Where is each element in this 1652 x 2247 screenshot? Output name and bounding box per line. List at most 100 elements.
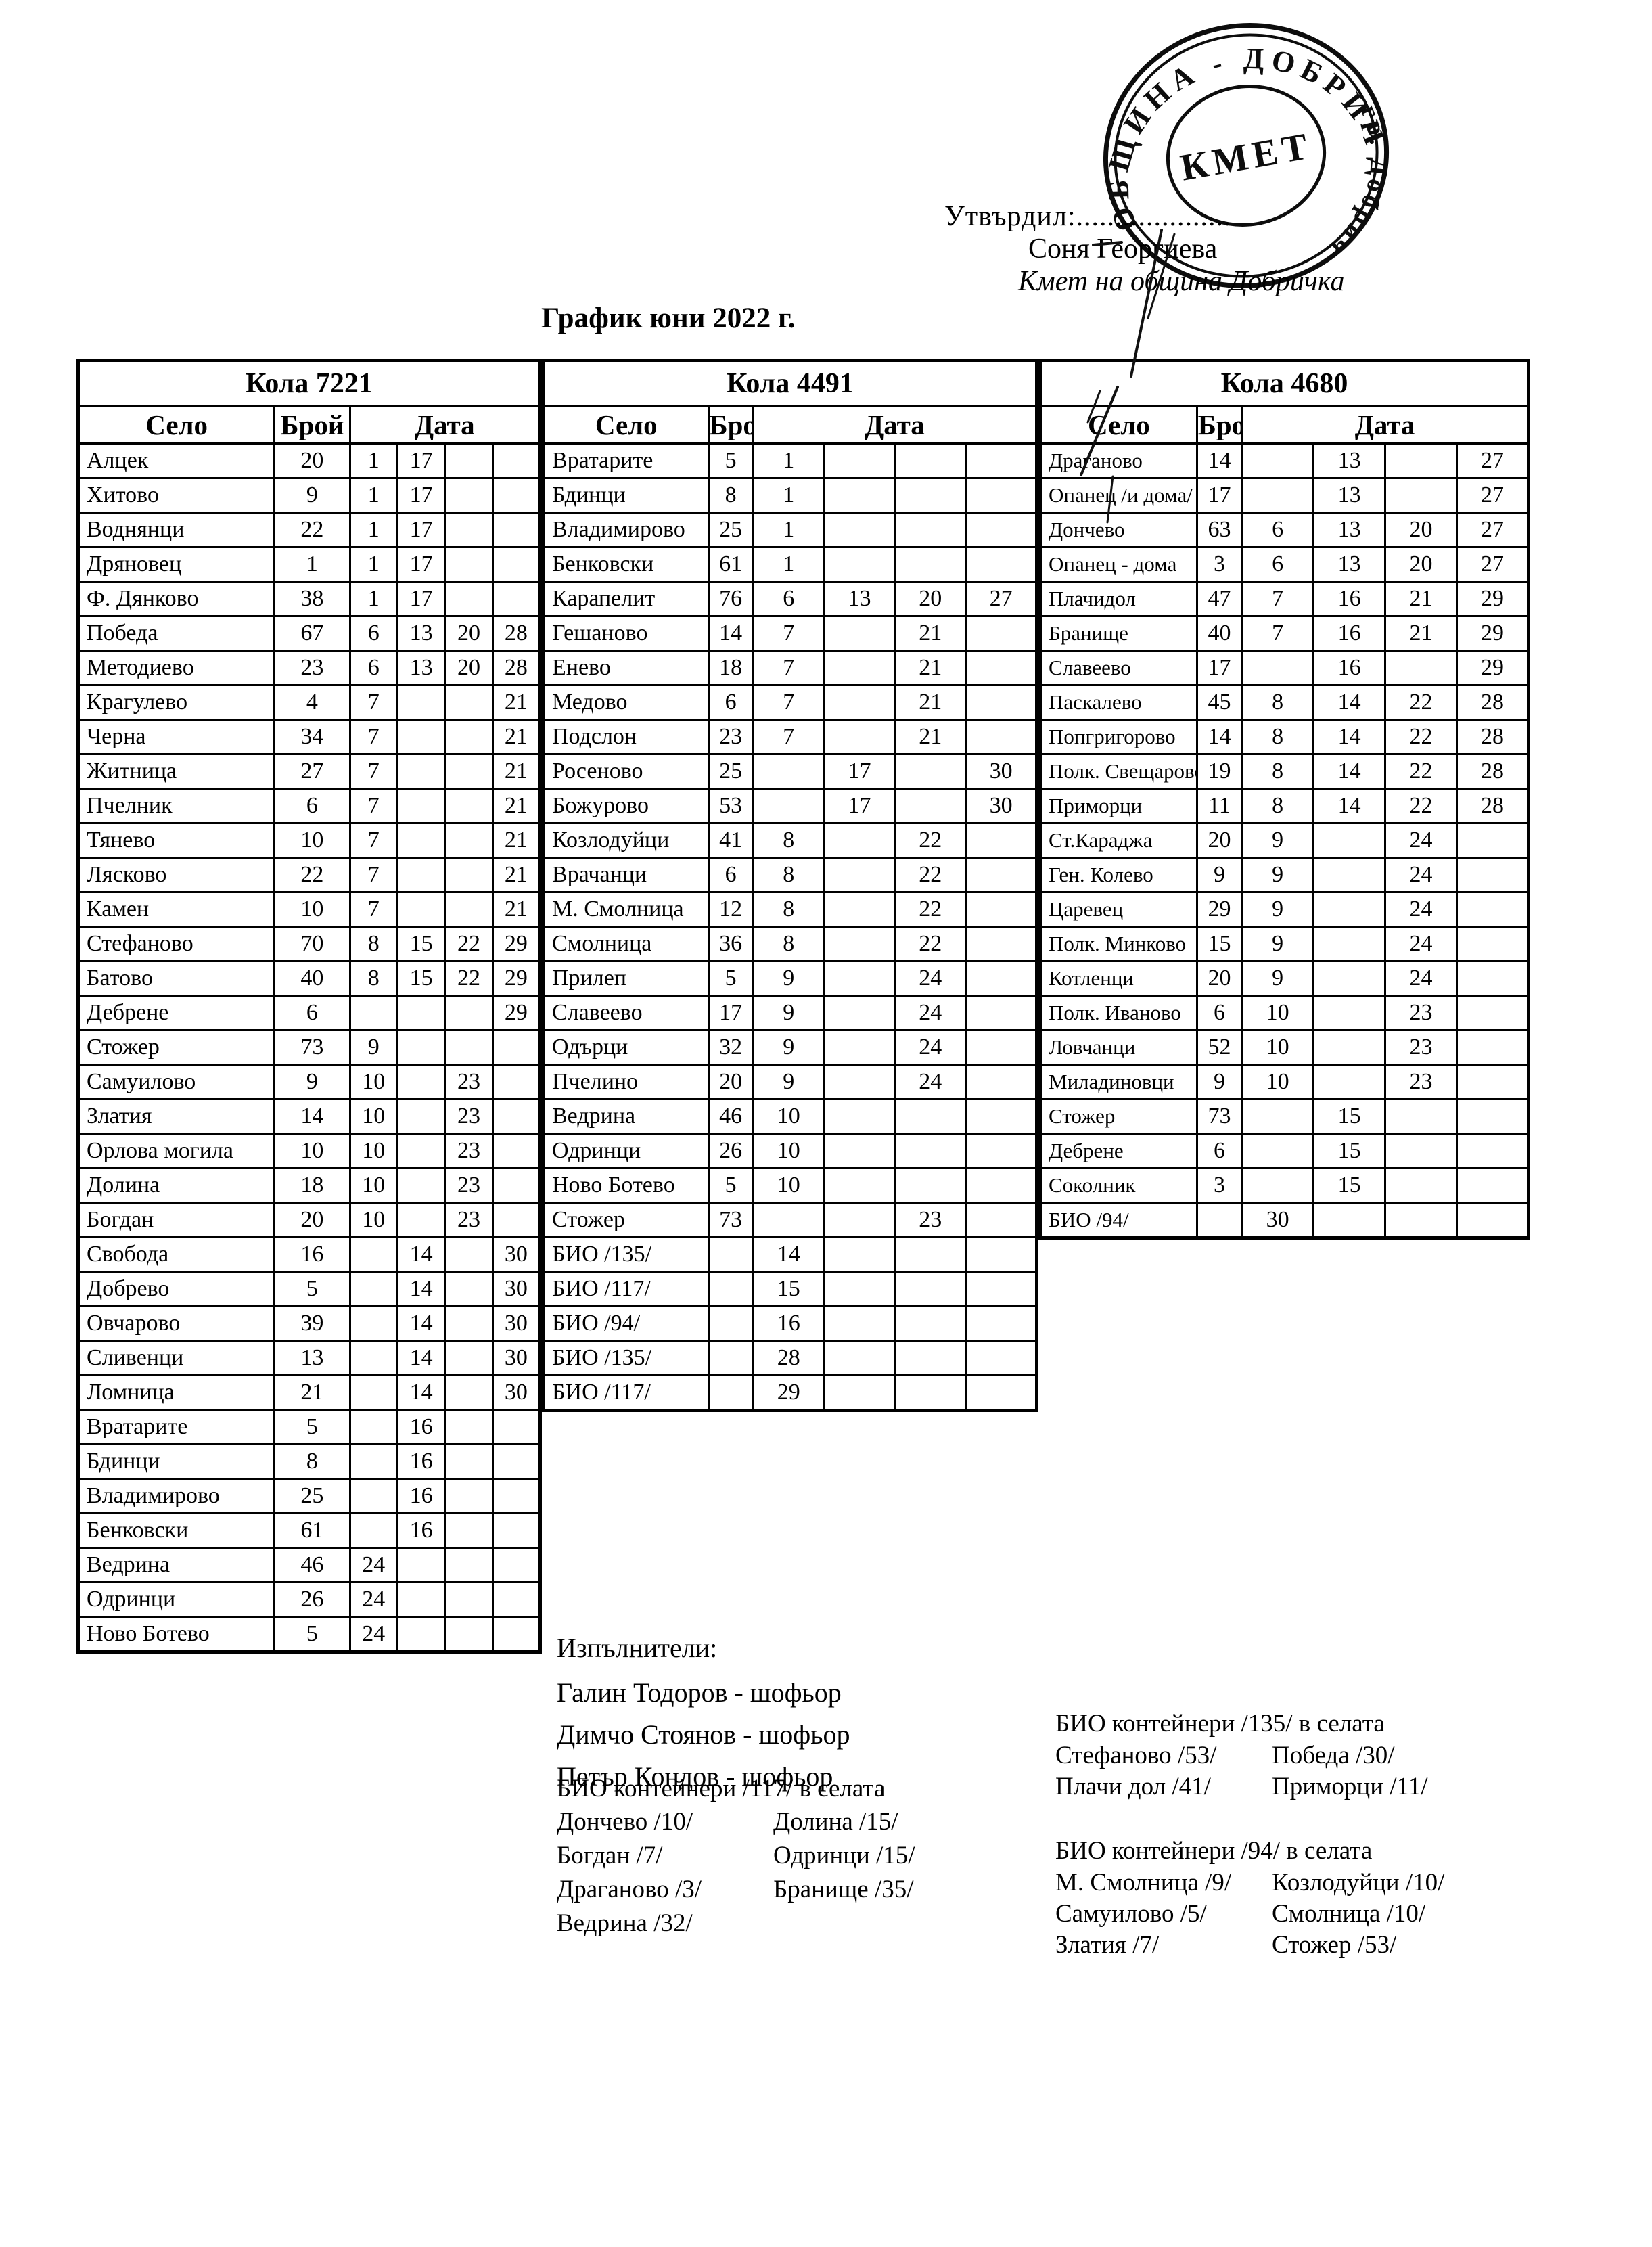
- village-cell: Черна: [76, 719, 276, 755]
- count-cell: 5: [273, 1616, 351, 1653]
- date-cell: [396, 1547, 446, 1583]
- date-cell: [348, 1236, 398, 1273]
- count-cell: 20: [707, 1064, 754, 1100]
- date-cell: [396, 719, 446, 755]
- village-cell: Ловчанци: [1039, 1029, 1198, 1066]
- bio-heading: БИО контейнери /94/ в селата: [1055, 1837, 1373, 1865]
- village-cell: Бдинци: [543, 477, 710, 514]
- table-title: Кола 4680: [1039, 359, 1530, 407]
- table-row: Опанец /и дома/17 13 27: [1039, 477, 1530, 514]
- date-cell: 16: [1312, 615, 1387, 652]
- date-cell: 30: [491, 1340, 542, 1376]
- date-cell: 21: [894, 684, 967, 721]
- village-cell: Врачанци: [543, 857, 710, 893]
- date-cell: [491, 1064, 542, 1100]
- date-cell: 16: [752, 1305, 825, 1342]
- date-cell: 7: [752, 684, 825, 721]
- date-cell: [1456, 995, 1530, 1031]
- date-cell: 30: [965, 788, 1038, 824]
- bio-item: Ведрина /32/: [557, 1909, 693, 1937]
- date-cell: 7: [348, 753, 398, 790]
- date-cell: 7: [1241, 581, 1315, 617]
- date-cell: 28: [1456, 684, 1530, 721]
- table-row: Приморци 11 8 14 22 28: [1039, 788, 1530, 824]
- date-cell: [965, 719, 1038, 755]
- bio-item: Стожер /53/: [1272, 1931, 1397, 1959]
- date-cell: [823, 1305, 896, 1342]
- village-cell: Приморци: [1039, 788, 1198, 824]
- date-cell: [752, 788, 825, 824]
- date-cell: 10: [752, 1098, 825, 1135]
- village-cell: Карапелит: [543, 581, 710, 617]
- village-cell: Ст.Караджа: [1039, 822, 1198, 859]
- date-cell: 9: [752, 1029, 825, 1066]
- date-cell: [1456, 926, 1530, 962]
- date-cell: [444, 788, 494, 824]
- count-cell: 6: [273, 788, 351, 824]
- table-row: Ведрина 46 10: [543, 1098, 1038, 1135]
- date-cell: 14: [396, 1271, 446, 1307]
- count-cell: 3: [1195, 1167, 1243, 1204]
- count-cell: 13: [273, 1340, 351, 1376]
- count-cell: [707, 1340, 754, 1376]
- date-cell: 24: [894, 1029, 967, 1066]
- table-row: Паскалево 45 8 14 22 28: [1039, 684, 1530, 721]
- table-row: Гешаново 14 7 21: [543, 615, 1038, 652]
- village-cell: Гешаново: [543, 615, 710, 652]
- village-column-header: Село: [543, 405, 710, 445]
- date-cell: [823, 822, 896, 859]
- table-row: Бенковски 61 1: [543, 546, 1038, 583]
- date-cell: 20: [1384, 546, 1459, 583]
- date-cell: [823, 650, 896, 686]
- date-cell: 9: [752, 1064, 825, 1100]
- bio-column: Долина /15/Одринци /15/Бранище /35/: [773, 1805, 915, 1940]
- date-cell: 15: [752, 1271, 825, 1307]
- date-cell: 23: [1384, 1064, 1459, 1100]
- village-cell: Соколник: [1039, 1167, 1198, 1204]
- date-cell: [823, 1374, 896, 1411]
- village-cell: Хитово: [76, 477, 276, 514]
- date-cell: 14: [1312, 788, 1387, 824]
- count-cell: 18: [707, 650, 754, 686]
- village-cell: Дряновец: [76, 546, 276, 583]
- date-cell: [491, 1581, 542, 1618]
- village-cell: Воднянци: [76, 512, 276, 548]
- village-cell: Тянево: [76, 822, 276, 859]
- date-cell: 24: [894, 1064, 967, 1100]
- date-cell: 30: [965, 753, 1038, 790]
- bio-item: Одринци /15/: [773, 1842, 915, 1869]
- date-cell: [823, 891, 896, 928]
- date-cell: [1241, 442, 1315, 479]
- count-cell: 21: [273, 1374, 351, 1411]
- date-cell: [444, 1029, 494, 1066]
- date-cell: 9: [1241, 857, 1315, 893]
- date-cell: [823, 926, 896, 962]
- table-row: Орлова могила 10 10 23: [76, 1133, 542, 1169]
- table-row: Вратарите 5 16: [76, 1409, 542, 1445]
- date-cell: [894, 477, 967, 514]
- date-cell: [1312, 1202, 1387, 1239]
- table-row: БИО /135/14: [543, 1236, 1038, 1273]
- count-cell: 5: [707, 442, 754, 479]
- mayor-stamp: ОБЩИНА - ДОБРИЧ гр. Добрич КМЕТ: [1096, 19, 1396, 289]
- date-cell: [1456, 960, 1530, 997]
- date-cell: 21: [1384, 615, 1459, 652]
- table-row: Стожер 73 9: [76, 1029, 542, 1066]
- date-cell: [396, 857, 446, 893]
- date-cell: 24: [348, 1547, 398, 1583]
- date-cell: [491, 1443, 542, 1480]
- village-cell: Ведрина: [543, 1098, 710, 1135]
- date-cell: [1456, 1064, 1530, 1100]
- count-cell: 16: [273, 1236, 351, 1273]
- table-row: Тянево 10 7 21: [76, 822, 542, 859]
- village-cell: Одърци: [543, 1029, 710, 1066]
- date-cell: [444, 1271, 494, 1307]
- date-cell: 1: [752, 546, 825, 583]
- count-cell: 17: [1195, 477, 1243, 514]
- village-cell: Добрево: [76, 1271, 276, 1307]
- village-column-header: Село: [76, 405, 276, 445]
- date-cell: 21: [491, 753, 542, 790]
- count-cell: 6: [273, 995, 351, 1031]
- table-row: Добрево 5 14 30: [76, 1271, 542, 1307]
- date-cell: [444, 1547, 494, 1583]
